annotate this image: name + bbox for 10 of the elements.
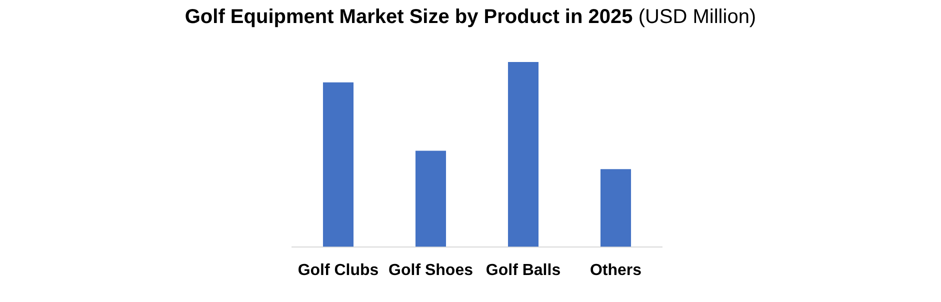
bar xyxy=(322,82,354,247)
bar xyxy=(508,62,539,247)
x-tick-label: Others xyxy=(590,262,642,279)
x-tick-label: Golf Shoes xyxy=(388,262,474,279)
chart-title: Golf Equipment Market Size by Product in 2025 xyxy=(184,6,633,28)
x-tick-label: Golf Clubs xyxy=(298,262,379,279)
x-tick-label: Golf Balls xyxy=(486,262,561,279)
bar xyxy=(600,169,632,247)
bar xyxy=(415,150,446,247)
chart-subtitle: (USD Million) xyxy=(638,6,756,28)
